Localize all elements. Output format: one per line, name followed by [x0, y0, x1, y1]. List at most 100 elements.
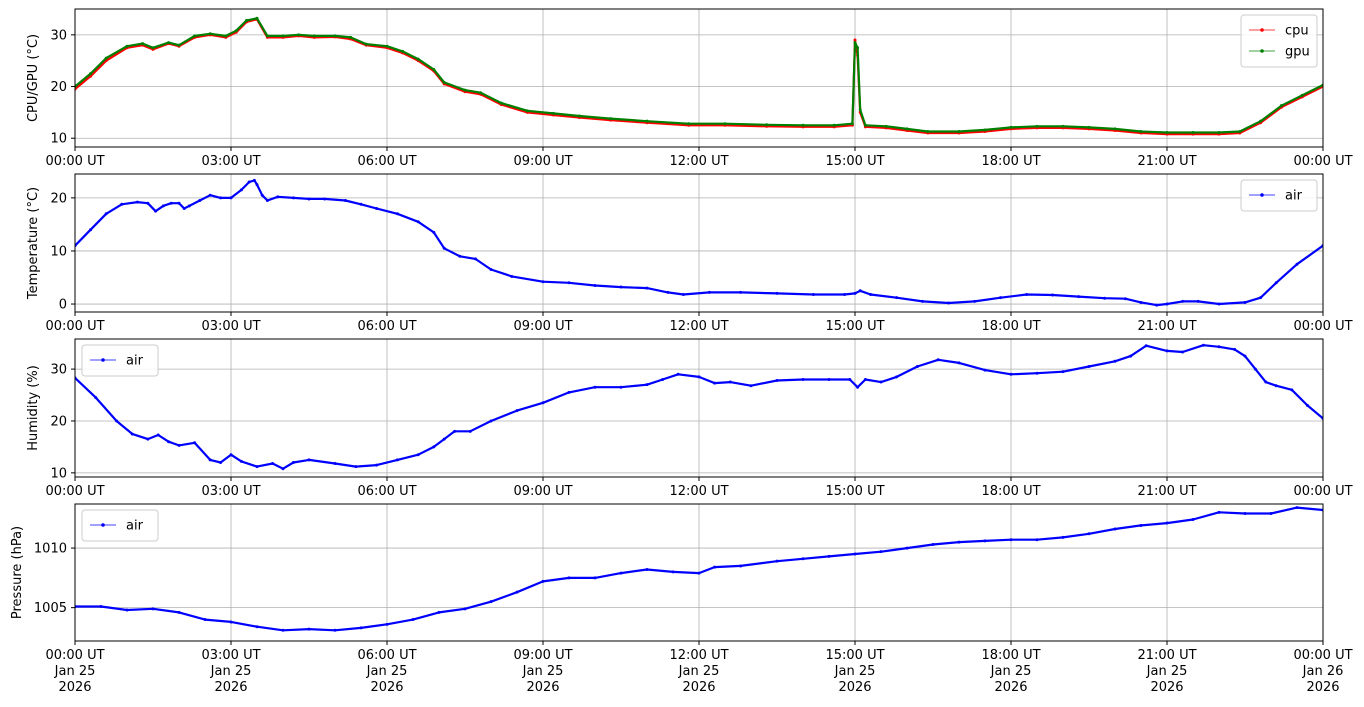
data-point-gpu — [856, 46, 860, 50]
data-point-air — [856, 385, 860, 389]
x-tick-label: 21:00 UT — [1137, 154, 1196, 169]
data-point-air — [395, 212, 399, 216]
data-point-air — [219, 196, 223, 200]
data-point-air — [1259, 296, 1263, 300]
data-point-gpu — [905, 127, 909, 131]
data-point-air — [593, 385, 597, 389]
x-tick-label: 09:00 UT — [513, 319, 572, 334]
legend-marker-gpu — [1260, 49, 1264, 53]
data-point-air — [1243, 300, 1247, 304]
data-point-air — [801, 377, 805, 381]
data-point-gpu — [853, 41, 857, 45]
legend-marker-cpu — [1260, 28, 1264, 32]
x-tick-label: 06:00 UT — [357, 154, 416, 169]
x-tick-label: 12:00 UT — [669, 154, 728, 169]
data-point-gpu — [1279, 104, 1283, 108]
y-tick-label: 0 — [59, 298, 67, 313]
data-point-air — [1165, 521, 1169, 525]
data-point-gpu — [401, 49, 405, 53]
data-point-air — [1274, 281, 1278, 285]
data-point-air — [359, 202, 363, 206]
data-point-air — [198, 199, 202, 203]
data-point-gpu — [364, 42, 368, 46]
data-point-gpu — [499, 101, 503, 105]
data-point-air — [1295, 506, 1299, 510]
data-point-gpu — [193, 34, 197, 38]
data-point-air — [130, 432, 134, 436]
data-point-air — [146, 437, 150, 441]
data-point-air — [169, 201, 173, 205]
data-point-air — [1165, 302, 1169, 306]
x-tick-year: 2026 — [58, 680, 91, 695]
data-point-air — [177, 443, 181, 447]
data-point-air — [739, 564, 743, 568]
chart-panel-1: 00:00 UT 03:00 UT 06:00 UT 09:00 UT 12:00 UT… — [26, 8, 1353, 169]
x-tick-label: 12:00 UT — [669, 319, 728, 334]
y-tick-label: 1010 — [34, 542, 67, 557]
data-point-gpu — [832, 123, 836, 127]
y-tick-label: 30 — [50, 28, 67, 43]
data-point-air — [1274, 384, 1278, 388]
x-tick-date: Jan 25 — [1146, 664, 1188, 679]
y-axis-label: Pressure (hPa) — [10, 526, 25, 619]
x-tick-date: Jan 25 — [834, 664, 876, 679]
data-point-cpu — [853, 38, 857, 42]
data-point-gpu — [281, 34, 285, 38]
data-point-air — [229, 196, 233, 200]
data-point-gpu — [1300, 93, 1304, 97]
data-point-air — [94, 396, 98, 400]
x-tick-date: Jan 25 — [678, 664, 720, 679]
data-point-air — [775, 379, 779, 383]
data-point-air — [442, 246, 446, 250]
x-tick-date: Jan 25 — [54, 664, 96, 679]
data-point-gpu — [385, 44, 389, 48]
data-point-air — [375, 463, 379, 467]
data-point-air — [697, 375, 701, 379]
data-point-air — [915, 364, 919, 368]
x-tick-label: 21:00 UT — [1137, 648, 1196, 663]
data-point-air — [458, 254, 462, 258]
data-point-air — [645, 568, 649, 572]
data-point-air — [671, 570, 675, 574]
data-point-air — [707, 290, 711, 294]
data-point-gpu — [234, 29, 238, 33]
data-point-air — [863, 377, 867, 381]
data-point-air — [869, 292, 873, 296]
x-tick-label: 03:00 UT — [201, 154, 260, 169]
data-point-gpu — [858, 108, 862, 112]
data-point-air — [1217, 302, 1221, 306]
data-point-air — [323, 197, 327, 201]
data-point-gpu — [167, 41, 171, 45]
data-point-gpu — [245, 18, 249, 22]
data-point-gpu — [255, 16, 259, 20]
data-point-air — [895, 296, 899, 300]
y-tick-label: 10 — [50, 132, 67, 147]
data-point-gpu — [1217, 131, 1221, 135]
data-point-gpu — [224, 34, 228, 38]
data-point-air — [1077, 295, 1081, 299]
x-tick-year: 2026 — [370, 680, 403, 695]
data-point-air — [811, 292, 815, 296]
x-tick-label: 18:00 UT — [981, 484, 1040, 499]
data-point-air — [905, 546, 909, 550]
x-tick-year: 2026 — [526, 680, 559, 695]
data-point-air — [151, 607, 155, 611]
legend: air — [1240, 179, 1318, 212]
data-point-gpu — [141, 42, 145, 46]
data-point-air — [1305, 403, 1309, 407]
data-point-air — [395, 458, 399, 462]
data-point-air — [208, 193, 212, 197]
data-point-gpu — [1139, 129, 1143, 133]
data-point-air — [463, 607, 467, 611]
y-tick-label: 20 — [50, 80, 67, 95]
data-point-air — [252, 178, 256, 182]
data-point-gpu — [1238, 129, 1242, 133]
x-tick-label: 09:00 UT — [513, 154, 572, 169]
data-point-air — [681, 292, 685, 296]
data-point-air — [489, 419, 493, 423]
data-point-gpu — [1113, 127, 1117, 131]
data-point-air — [1243, 354, 1247, 358]
data-point-gpu — [104, 56, 108, 60]
